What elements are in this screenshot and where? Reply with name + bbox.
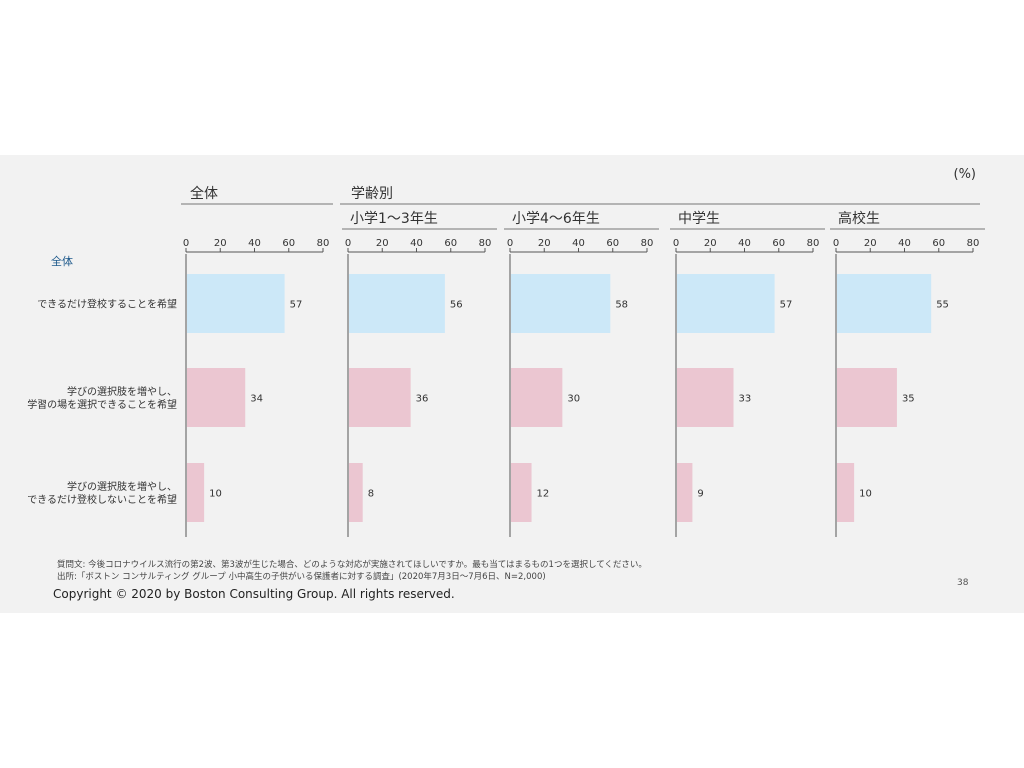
- x-tick-label-5-0: 0: [833, 238, 839, 249]
- bar-value-label-2-2: 36: [416, 394, 429, 405]
- x-tick-label-4-80: 80: [807, 238, 820, 249]
- x-tick-label-2-80: 80: [479, 238, 492, 249]
- slide: (%) 全体 学齢別 全体 できるだけ登校することを希望 学びの選択肢を増やし、 学習の場を…: [0, 155, 1024, 613]
- copyright: Copyright © 2020 by Boston Consulting Gr…: [53, 587, 455, 601]
- x-tick-label-3-20: 20: [538, 238, 551, 249]
- bar-4-2: [677, 368, 734, 427]
- x-tick-label-3-40: 40: [572, 238, 585, 249]
- x-tick-label-5-20: 20: [864, 238, 877, 249]
- bar-1-2: [187, 368, 245, 427]
- bar-2-1: [349, 274, 445, 333]
- bar-value-label-4-3: 9: [697, 489, 703, 500]
- x-tick-label-1-40: 40: [248, 238, 261, 249]
- bar-2-2: [349, 368, 411, 427]
- bar-value-label-1-3: 10: [209, 489, 222, 500]
- category-label-3-line-2: できるだけ登校しないことを希望: [27, 493, 177, 506]
- x-tick-label-4-0: 0: [673, 238, 679, 249]
- x-tick-label-2-40: 40: [410, 238, 423, 249]
- page-number: 38: [957, 578, 968, 588]
- footnote-source: 出所:「ボストン コンサルティング グループ 小中高生の子供がいる保護者に対する…: [57, 570, 546, 582]
- x-tick-label-3-60: 60: [606, 238, 619, 249]
- x-tick-label-1-20: 20: [214, 238, 227, 249]
- byage-header: 学齢別: [351, 186, 393, 202]
- bar-5-2: [837, 368, 897, 427]
- x-tick-label-5-40: 40: [898, 238, 911, 249]
- bar-value-label-5-3: 10: [859, 489, 872, 500]
- category-label-3-line-1: 学びの選択肢を増やし、: [67, 480, 177, 493]
- bar-3-1: [511, 274, 610, 333]
- bar-2-3: [349, 463, 363, 522]
- footnote-question: 質問文: 今後コロナウイルス流行の第2波、第3波が生じた場合、どのような対応が実…: [57, 558, 647, 570]
- bar-5-1: [837, 274, 931, 333]
- bar-4-3: [677, 463, 692, 522]
- category-label-2-line-2: 学習の場を選択できることを希望: [27, 398, 177, 411]
- panel-title-3: 小学4〜6年生: [512, 211, 600, 227]
- bar-3-2: [511, 368, 562, 427]
- x-tick-label-1-80: 80: [317, 238, 330, 249]
- x-tick-label-4-20: 20: [704, 238, 717, 249]
- bar-chart: (%)全体 学齢別全体できるだけ登校することを希望学びの選択肢を増やし、学習の場を…: [0, 155, 1024, 613]
- category-label-1-line-1: できるだけ登校することを希望: [37, 298, 177, 311]
- x-tick-label-2-60: 60: [444, 238, 457, 249]
- row-group-label: 全体: [51, 254, 73, 268]
- x-tick-label-3-80: 80: [641, 238, 654, 249]
- x-tick-label-5-80: 80: [967, 238, 980, 249]
- x-tick-label-5-60: 60: [932, 238, 945, 249]
- x-tick-label-4-40: 40: [738, 238, 751, 249]
- panel-title-4: 中学生: [678, 211, 720, 227]
- x-tick-label-3-0: 0: [507, 238, 513, 249]
- x-tick-label-2-20: 20: [376, 238, 389, 249]
- bar-value-label-5-1: 55: [936, 300, 949, 311]
- bar-1-3: [187, 463, 204, 522]
- bar-value-label-4-2: 33: [739, 394, 752, 405]
- x-tick-label-1-60: 60: [282, 238, 295, 249]
- overall-header: 全体: [190, 185, 218, 202]
- x-tick-label-2-0: 0: [345, 238, 351, 249]
- bar-5-3: [837, 463, 854, 522]
- panel-title-2: 小学1〜3年生: [350, 211, 438, 227]
- category-label-2-line-1: 学びの選択肢を増やし、: [67, 385, 177, 398]
- bar-value-label-1-2: 34: [250, 394, 263, 405]
- bar-value-label-2-1: 56: [450, 300, 463, 311]
- bar-value-label-1-1: 57: [290, 300, 303, 311]
- bar-3-3: [511, 463, 532, 522]
- bar-value-label-4-1: 57: [780, 300, 793, 311]
- bar-1-1: [187, 274, 285, 333]
- bar-value-label-3-3: 12: [537, 489, 550, 500]
- panel-title-5: 高校生: [838, 210, 880, 227]
- bar-value-label-3-1: 58: [615, 300, 628, 311]
- bar-value-label-2-3: 8: [368, 489, 374, 500]
- x-tick-label-4-60: 60: [772, 238, 785, 249]
- bar-4-1: [677, 274, 775, 333]
- bar-value-label-5-2: 35: [902, 394, 915, 405]
- x-tick-label-1-0: 0: [183, 238, 189, 249]
- unit-label: (%): [954, 167, 977, 182]
- bar-value-label-3-2: 30: [567, 394, 580, 405]
